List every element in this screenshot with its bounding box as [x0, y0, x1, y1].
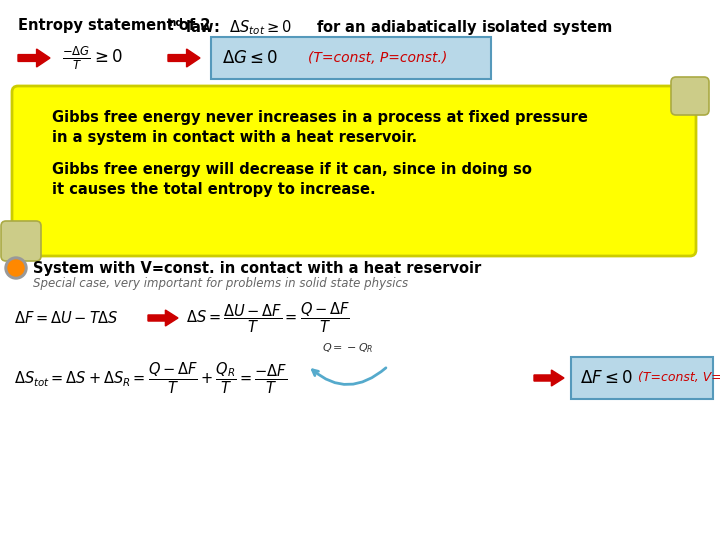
Text: Gibbs free energy will decrease if it can, since in doing so
it causes the total: Gibbs free energy will decrease if it ca…: [52, 162, 532, 197]
Text: Gibbs free energy never increases in a process at fixed pressure
in a system in : Gibbs free energy never increases in a p…: [52, 110, 588, 145]
Text: Special case, very important for problems in solid state physics: Special case, very important for problem…: [33, 276, 408, 289]
Text: $\Delta F = \Delta U - T\Delta S$: $\Delta F = \Delta U - T\Delta S$: [14, 310, 119, 326]
FancyBboxPatch shape: [571, 357, 713, 399]
Text: $\Delta S_{tot} = \Delta S + \Delta S_R = \dfrac{Q - \Delta F}{T} + \dfrac{Q_R}{: $\Delta S_{tot} = \Delta S + \Delta S_R …: [14, 360, 287, 396]
Text: $\Delta F \leq 0$: $\Delta F \leq 0$: [580, 369, 633, 387]
FancyArrow shape: [534, 370, 564, 386]
Circle shape: [5, 257, 27, 279]
FancyBboxPatch shape: [1, 221, 41, 261]
FancyArrow shape: [168, 49, 200, 67]
FancyBboxPatch shape: [671, 77, 709, 115]
Text: $\Delta G \leq 0$: $\Delta G \leq 0$: [222, 49, 278, 67]
Text: law:  $\Delta S_{tot} \geq 0$     for an adiabatically isolated system: law: $\Delta S_{tot} \geq 0$ for an adia…: [180, 18, 612, 37]
Text: $Q = -Q_R$: $Q = -Q_R$: [323, 341, 374, 355]
FancyBboxPatch shape: [211, 37, 491, 79]
Text: System with V=const. in contact with a heat reservoir: System with V=const. in contact with a h…: [33, 260, 481, 275]
Text: nd: nd: [168, 18, 183, 28]
FancyArrow shape: [18, 49, 50, 67]
Text: $\frac{-\Delta G}{T} \geq 0$: $\frac{-\Delta G}{T} \geq 0$: [62, 44, 122, 72]
Text: Entropy statement of 2: Entropy statement of 2: [18, 18, 210, 33]
Circle shape: [8, 260, 24, 276]
FancyBboxPatch shape: [12, 86, 696, 256]
FancyArrow shape: [148, 310, 178, 326]
Text: $\Delta S = \dfrac{\Delta U - \Delta F}{T} = \dfrac{Q - \Delta F}{T}$: $\Delta S = \dfrac{\Delta U - \Delta F}{…: [186, 301, 350, 335]
Text: (T=const, P=const.): (T=const, P=const.): [308, 51, 447, 65]
Text: (T=const, V=const.): (T=const, V=const.): [638, 372, 720, 384]
